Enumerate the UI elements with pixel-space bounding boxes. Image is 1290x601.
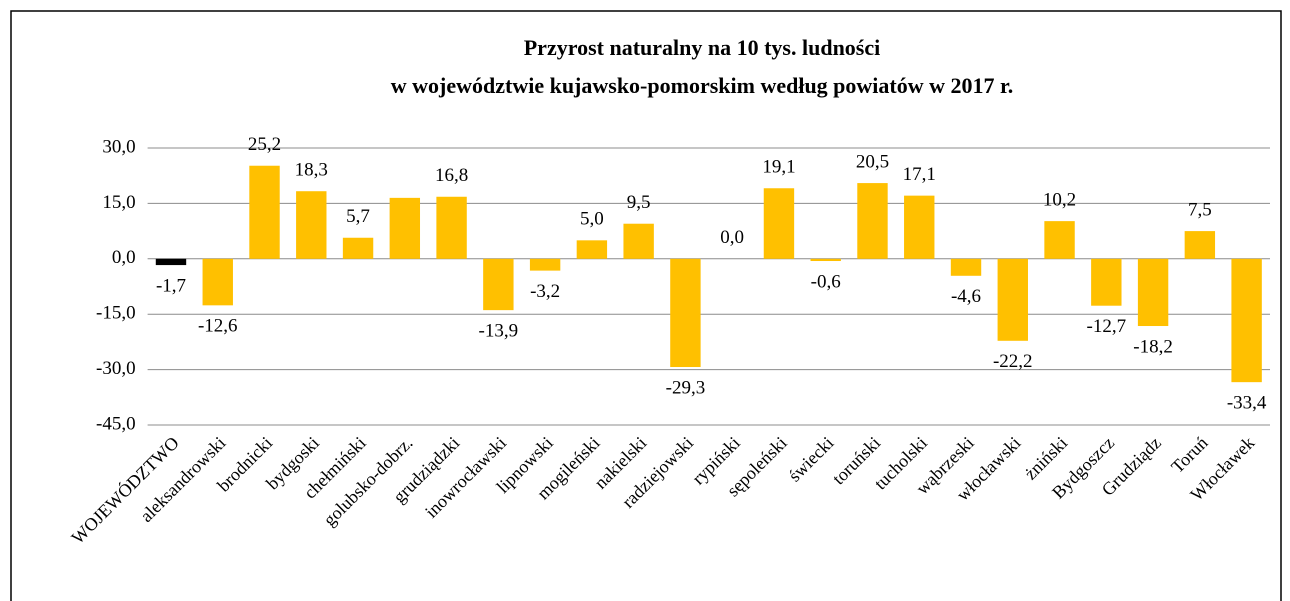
bar — [155, 258, 187, 266]
bar — [483, 258, 514, 311]
bar — [857, 183, 888, 259]
value-label: 10,2 — [1043, 189, 1076, 210]
y-tick-label: -15,0 — [96, 303, 136, 324]
value-label: 18,3 — [295, 160, 328, 181]
value-label: -33,4 — [1227, 393, 1267, 414]
value-label: 17,1 — [903, 164, 936, 185]
bar — [1184, 231, 1216, 259]
bar — [810, 258, 841, 262]
bar — [389, 197, 421, 259]
y-tick-label: 15,0 — [102, 192, 135, 213]
y-tick-label: -30,0 — [96, 358, 136, 379]
bar — [576, 240, 608, 259]
bar — [296, 191, 327, 259]
value-label: 5,7 — [346, 206, 370, 227]
value-label: -18,2 — [1133, 336, 1173, 357]
chart-title: w województwie kujawsko-pomorskim według… — [391, 73, 1014, 98]
chart-title: Przyrost naturalny na 10 tys. ludności — [524, 35, 881, 60]
value-label: -12,7 — [1087, 316, 1127, 337]
y-tick-label: 0,0 — [112, 247, 136, 268]
value-label: 25,2 — [248, 134, 281, 155]
bar — [529, 258, 561, 271]
bar — [249, 165, 280, 259]
bar — [1137, 258, 1169, 327]
bar — [904, 195, 935, 259]
value-label: 5,0 — [580, 209, 604, 230]
value-label: 9,5 — [627, 192, 651, 213]
value-label: -3,2 — [530, 281, 560, 302]
bar — [202, 258, 233, 306]
bar — [1044, 221, 1075, 259]
value-label: -4,6 — [951, 286, 981, 307]
bar — [670, 258, 701, 368]
value-label: 19,1 — [762, 157, 795, 178]
value-label: -13,9 — [479, 320, 519, 341]
value-label: 7,5 — [1188, 199, 1212, 220]
bar — [1231, 258, 1262, 383]
value-label: 16,8 — [435, 165, 468, 186]
bar — [623, 223, 654, 259]
value-label: 20,5 — [856, 151, 889, 172]
y-tick-label: 30,0 — [102, 136, 135, 157]
bar — [1091, 258, 1122, 306]
bar — [342, 237, 374, 259]
bar — [763, 188, 795, 259]
chart-frame — [10, 10, 1282, 601]
y-tick-label: -45,0 — [96, 413, 136, 434]
value-label: 0,0 — [720, 227, 744, 248]
value-label: -0,6 — [811, 271, 841, 292]
value-label: -1,7 — [156, 275, 186, 296]
bar — [436, 196, 467, 259]
value-label: -22,2 — [993, 351, 1033, 372]
value-label: -29,3 — [666, 377, 706, 398]
value-label: -12,6 — [198, 316, 238, 337]
bar — [997, 258, 1028, 341]
bar — [950, 258, 982, 276]
